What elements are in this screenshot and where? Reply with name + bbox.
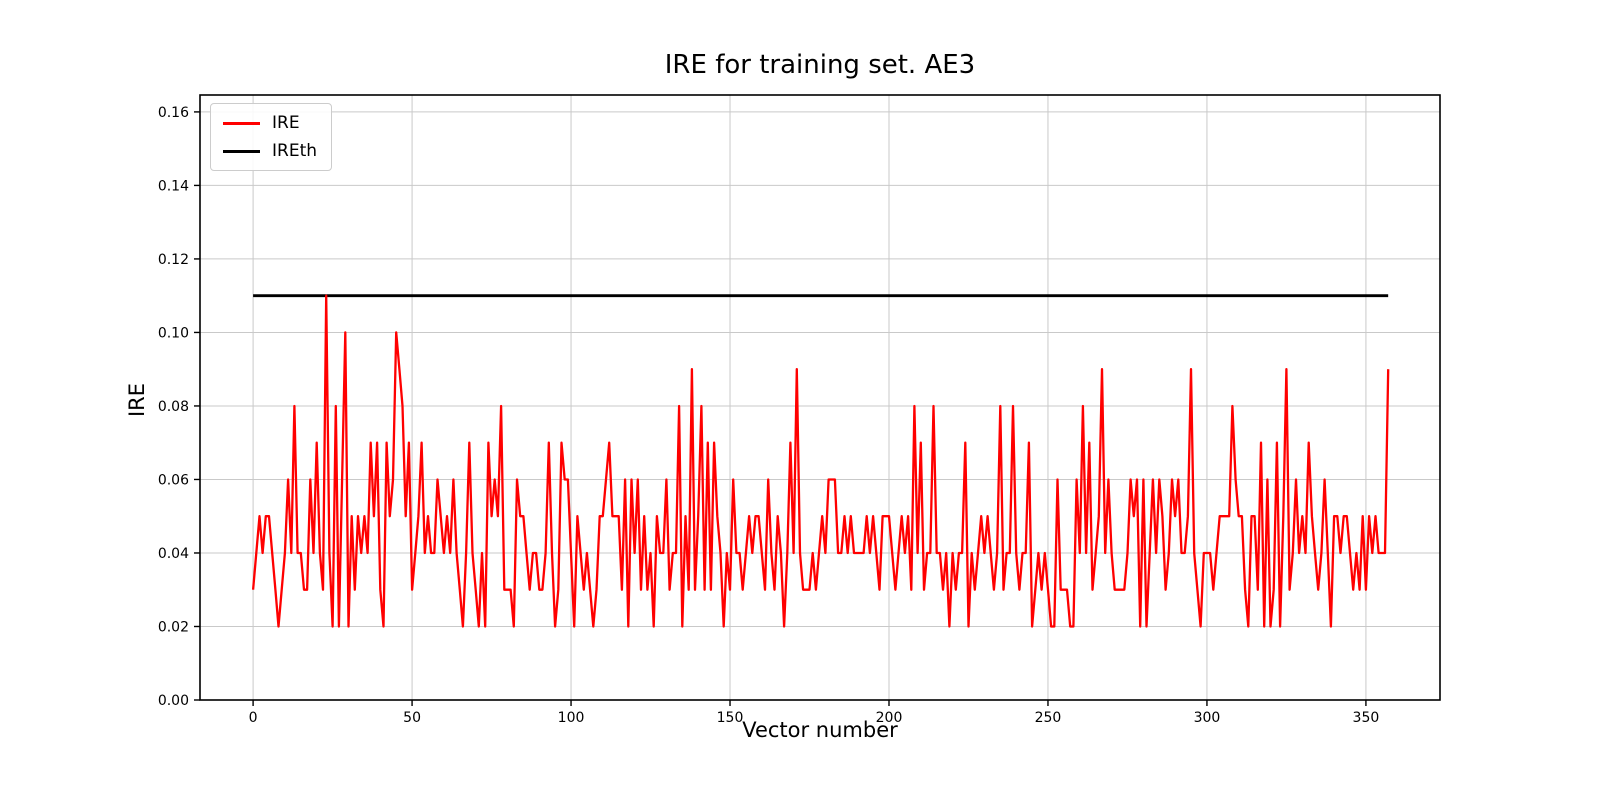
legend-item-ireth: IREth xyxy=(223,140,318,161)
y-tick-label: 0.12 xyxy=(158,252,189,268)
x-tick-label: 300 xyxy=(1194,710,1221,726)
y-axis-label: IRE xyxy=(125,382,149,418)
y-tick-label: 0.06 xyxy=(158,472,189,488)
ire-line-swatch xyxy=(223,121,260,125)
x-tick-label: 100 xyxy=(558,710,585,726)
x-tick-label: 0 xyxy=(249,710,258,726)
legend-label-ireth: IREth xyxy=(272,140,318,161)
x-tick-label: 50 xyxy=(403,710,421,726)
ire-data-line xyxy=(251,294,1390,628)
y-tick-label: 0.02 xyxy=(158,619,189,635)
y-tick-label: 0.04 xyxy=(158,546,189,562)
y-tick-label: 0.16 xyxy=(158,105,189,121)
x-tick-label: 200 xyxy=(876,710,903,726)
ireth-line-swatch xyxy=(223,149,260,153)
y-tick-label: 0.08 xyxy=(158,399,189,415)
axes-spines xyxy=(199,94,1441,701)
legend-item-ire: IRE xyxy=(223,114,317,133)
y-tick-label: 0.10 xyxy=(158,325,189,341)
y-tick-label: 0.14 xyxy=(158,178,189,194)
x-tick-label: 250 xyxy=(1035,710,1062,726)
chart-title: IRE for training set. AE3 xyxy=(664,50,976,80)
y-tick-label: 0.00 xyxy=(158,693,189,709)
legend-label-ire: IRE xyxy=(272,113,300,133)
legend: IRE IREth xyxy=(210,103,333,172)
x-tick-label: 150 xyxy=(717,710,744,726)
x-tick-label: 350 xyxy=(1353,710,1380,726)
x-axis-label: Vector number xyxy=(742,718,898,742)
